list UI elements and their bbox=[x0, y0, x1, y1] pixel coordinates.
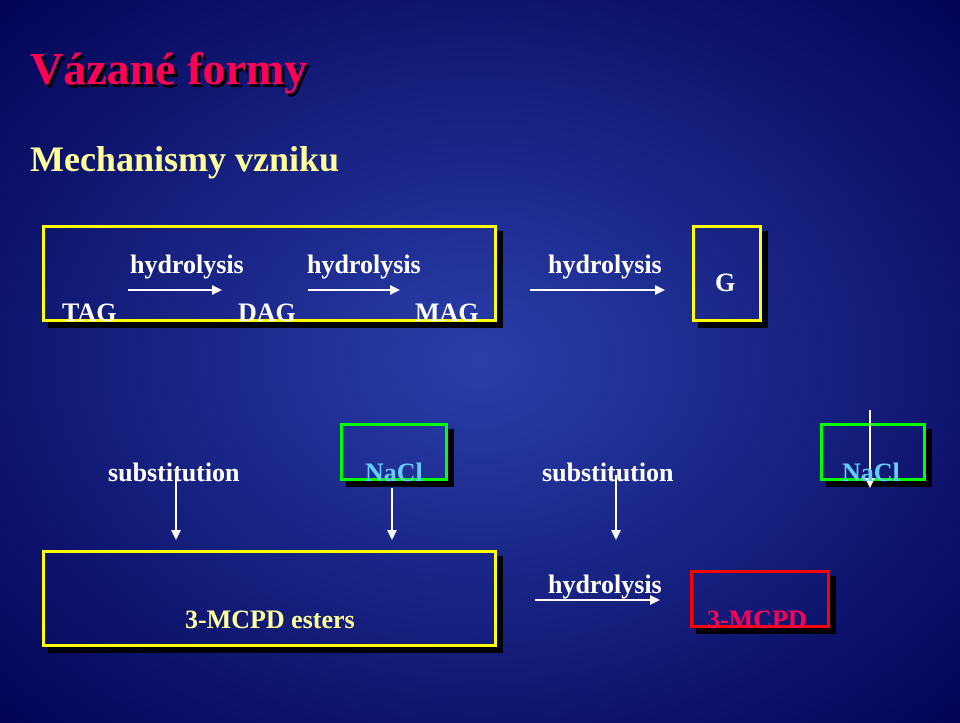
esters-label: 3-MCPD esters bbox=[185, 605, 355, 635]
arrow-mag-g bbox=[524, 284, 671, 297]
g-box-shadow bbox=[762, 231, 768, 328]
tag-dag-mag-box-shadow bbox=[497, 231, 503, 328]
esters-box-shadow bbox=[497, 556, 503, 653]
hydrolysis-4: hydrolysis bbox=[548, 570, 662, 600]
dag-label: DAG bbox=[238, 298, 296, 328]
slide-subtitle: Mechanismy vzniku bbox=[30, 138, 339, 180]
slide-canvas: Vázané formyVázané formyMechanismy vznik… bbox=[0, 0, 960, 723]
substitution-2: substitution bbox=[542, 458, 674, 488]
mcpd-box-shadow bbox=[830, 576, 836, 634]
slide-title: Vázané formy bbox=[30, 42, 307, 95]
arrow-nacl1-down bbox=[386, 482, 399, 546]
mag-label: MAG bbox=[415, 298, 479, 328]
nacl-box-2-shadow bbox=[926, 429, 932, 487]
g-box-shadow bbox=[698, 322, 768, 328]
g-label: G bbox=[715, 268, 735, 298]
hydrolysis-2: hydrolysis bbox=[307, 250, 421, 280]
hydrolysis-3: hydrolysis bbox=[548, 250, 662, 280]
substitution-1: substitution bbox=[108, 458, 240, 488]
tag-label: TAG bbox=[62, 298, 116, 328]
arrow-dag-mag bbox=[302, 284, 406, 297]
nacl-2: NaCl bbox=[842, 458, 900, 488]
nacl-box-1-shadow bbox=[448, 429, 454, 487]
hydrolysis-1: hydrolysis bbox=[130, 250, 244, 280]
mcpd-label: 3-MCPD bbox=[707, 605, 807, 635]
esters-box-shadow bbox=[48, 647, 503, 653]
nacl-1: NaCl bbox=[365, 458, 423, 488]
arrow-tag-dag bbox=[122, 284, 228, 297]
